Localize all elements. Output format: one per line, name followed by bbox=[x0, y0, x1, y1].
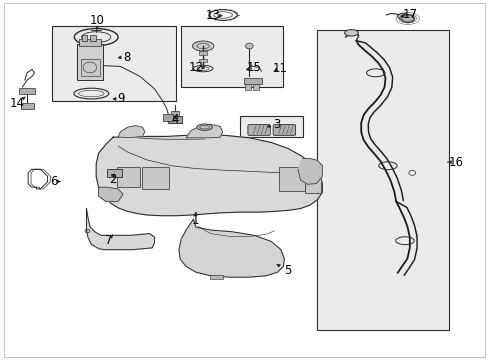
Bar bbox=[19, 88, 35, 94]
Polygon shape bbox=[179, 219, 284, 277]
Text: 16: 16 bbox=[447, 156, 463, 168]
Bar bbox=[317, 30, 448, 330]
Ellipse shape bbox=[400, 15, 414, 22]
Polygon shape bbox=[86, 208, 154, 249]
Bar bbox=[199, 51, 206, 55]
FancyBboxPatch shape bbox=[247, 125, 270, 135]
FancyBboxPatch shape bbox=[273, 125, 295, 135]
Bar bbox=[52, 26, 176, 102]
Ellipse shape bbox=[197, 124, 212, 130]
Ellipse shape bbox=[245, 43, 253, 49]
Text: 2: 2 bbox=[109, 173, 117, 186]
Bar bbox=[163, 114, 173, 121]
Bar bbox=[21, 103, 34, 109]
Polygon shape bbox=[297, 158, 322, 184]
Bar bbox=[253, 84, 259, 90]
Ellipse shape bbox=[397, 13, 407, 19]
Ellipse shape bbox=[192, 41, 213, 51]
Bar bbox=[239, 116, 302, 137]
Bar bbox=[107, 169, 122, 177]
Bar bbox=[81, 59, 100, 76]
Bar bbox=[181, 26, 283, 87]
Bar bbox=[142, 167, 169, 189]
Bar bbox=[305, 169, 321, 193]
Polygon shape bbox=[96, 135, 322, 216]
Bar bbox=[171, 111, 179, 116]
Text: 14: 14 bbox=[9, 97, 24, 110]
Polygon shape bbox=[99, 187, 122, 202]
Text: 4: 4 bbox=[171, 113, 178, 126]
Text: 17: 17 bbox=[402, 9, 416, 22]
Bar bbox=[278, 167, 305, 191]
Text: 1: 1 bbox=[192, 213, 199, 226]
Text: 12: 12 bbox=[188, 61, 203, 74]
Ellipse shape bbox=[344, 30, 358, 36]
Bar bbox=[244, 78, 261, 84]
Text: 13: 13 bbox=[205, 9, 220, 22]
Bar bbox=[79, 39, 101, 46]
Bar bbox=[168, 116, 182, 123]
Bar bbox=[81, 35, 87, 41]
Text: 5: 5 bbox=[284, 264, 291, 276]
Text: 10: 10 bbox=[90, 14, 104, 27]
Text: 11: 11 bbox=[272, 62, 287, 75]
Text: 15: 15 bbox=[246, 60, 261, 73]
Polygon shape bbox=[186, 124, 222, 138]
Polygon shape bbox=[118, 126, 144, 138]
Bar bbox=[90, 35, 96, 41]
Bar bbox=[210, 275, 222, 279]
Bar bbox=[199, 59, 206, 62]
Text: 3: 3 bbox=[272, 118, 280, 131]
Text: 7: 7 bbox=[104, 234, 112, 247]
Text: 8: 8 bbox=[123, 51, 130, 64]
Bar bbox=[117, 167, 140, 187]
Text: 9: 9 bbox=[117, 93, 124, 105]
Bar bbox=[245, 84, 251, 90]
Bar bbox=[77, 44, 103, 80]
Text: 6: 6 bbox=[50, 175, 57, 188]
